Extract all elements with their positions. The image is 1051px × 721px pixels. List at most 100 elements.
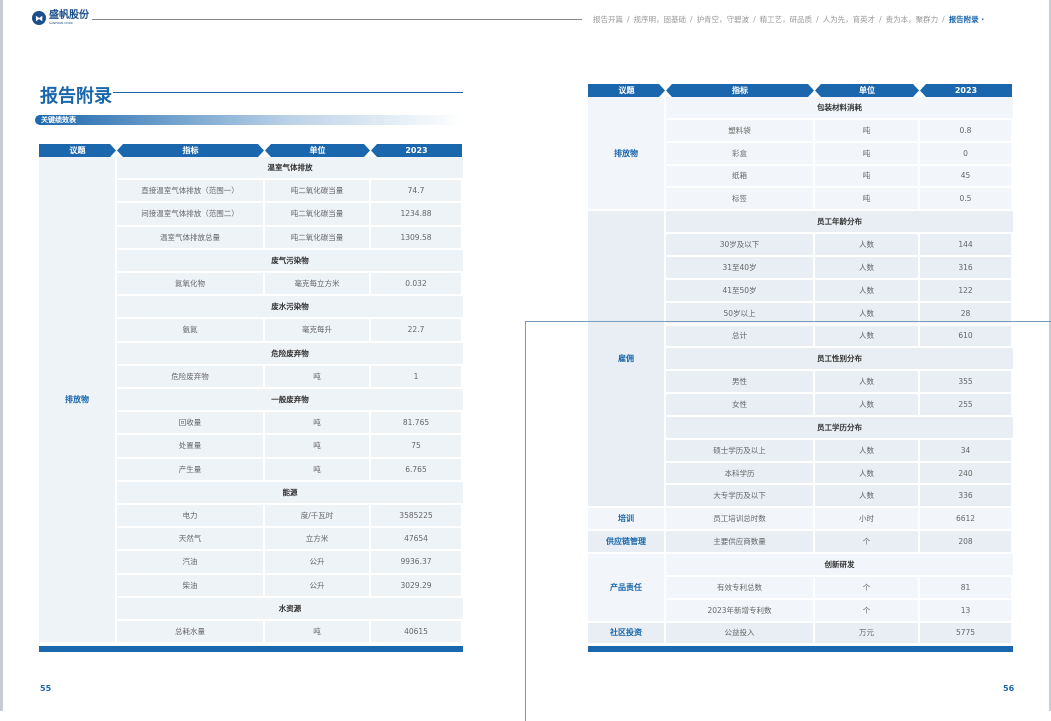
value-cell: 1 <box>371 365 461 387</box>
nav-item[interactable]: 人为先，育英才 <box>822 15 876 24</box>
indicator-cell: 男性 <box>666 371 813 393</box>
table-header-3: 2023 <box>371 144 462 157</box>
table-row: 30岁及以下 人数 144 <box>588 234 1013 257</box>
unit-cell: 吨 <box>265 621 369 643</box>
indicator-cell: 公益投入 <box>666 622 813 644</box>
table-row: 温室气体排放总量 吨二氧化碳当量 1309.58 <box>39 226 463 250</box>
table-row: 氨氮 毫克每升 22.7 <box>39 319 463 342</box>
table-row: 间接温室气体排放（范围二） 吨二氧化碳当量 1234.88 <box>39 203 463 226</box>
indicator-cell: 产生量 <box>117 458 263 480</box>
company-logo: ⧓ 盛帆股份 SANFRAN CORP. <box>32 11 89 25</box>
value-cell: 3585225 <box>371 505 461 527</box>
breadcrumb-nav: 报告开篇 / 规序明，固基础 / 护青空，守碧波 / 精工艺，研品质 / 人为先，育英才 / 责为本… <box>593 14 988 25</box>
indicator-cell: 处置量 <box>117 435 263 457</box>
value-cell: 208 <box>920 531 1011 552</box>
value-cell: 74.7 <box>371 180 461 202</box>
unit-cell: 人数 <box>815 394 918 415</box>
indicator-cell: 氨氮 <box>117 319 263 341</box>
topic-cell: 排放物 <box>588 97 664 210</box>
unit-cell: 人数 <box>815 371 918 393</box>
table-row: 员工培训总时数 小时 6612 <box>588 508 1013 531</box>
nav-item[interactable]: 责为本，聚群力 <box>885 15 939 24</box>
breadcrumb-separator: / <box>816 15 819 24</box>
unit-cell: 吨 <box>815 165 918 187</box>
group-title: 能源 <box>117 481 463 503</box>
unit-cell: 立方米 <box>265 528 369 550</box>
table-header-0: 议题 <box>39 144 116 157</box>
group-title: 水资源 <box>117 597 463 619</box>
table-row: 女性 人数 255 <box>588 394 1013 417</box>
value-cell: 81 <box>920 576 1011 598</box>
section-label: 关键绩效表 <box>35 115 463 125</box>
indicator-cell: 31至40岁 <box>666 256 813 278</box>
value-cell: 3029.29 <box>371 574 461 596</box>
value-cell: 255 <box>920 394 1011 415</box>
topic-cell: 产品责任 <box>588 554 664 621</box>
indicator-cell: 天然气 <box>117 528 263 550</box>
table-row: 汽油 公升 9936.37 <box>39 551 463 574</box>
unit-cell: 公升 <box>265 574 369 596</box>
value-cell: 34 <box>920 439 1011 461</box>
unit-cell: 毫克每立方米 <box>265 273 369 295</box>
page-number: 56 <box>1003 684 1015 693</box>
indicator-cell: 总计 <box>666 325 813 347</box>
table-row: 塑料袋吨 0.8 <box>588 119 1013 143</box>
value-cell: 40615 <box>371 621 461 643</box>
value-cell: 0.5 <box>920 188 1011 210</box>
value-cell: 1309.58 <box>371 226 461 248</box>
topic-cell: 社区投资 <box>588 622 664 644</box>
table-header-2: 单位 <box>265 144 370 157</box>
indicator-cell: 有效专利总数 <box>666 576 813 598</box>
unit-cell: 人数 <box>815 302 918 324</box>
table-header-1: 指标 <box>666 84 814 97</box>
unit-cell: 吨 <box>815 188 918 210</box>
page-edge <box>1049 0 1051 711</box>
table-row: 直接温室气体排放（范围一） 吨二氧化碳当量 74.7 <box>39 180 463 203</box>
nav-item[interactable]: 精工艺，研品质 <box>759 15 813 24</box>
unit-cell: 吨 <box>265 435 369 457</box>
unit-cell: 个 <box>815 531 918 552</box>
page-edge <box>0 0 3 711</box>
indicator-cell: 硕士学历及以上 <box>666 439 813 461</box>
unit-cell: 毫克每升 <box>265 319 369 341</box>
unit-cell: 个 <box>815 599 918 621</box>
indicator-cell: 50岁以上 <box>666 302 813 324</box>
indicator-cell: 温室气体排放总量 <box>117 226 263 248</box>
topic-cell: 排放物 <box>39 157 115 643</box>
nav-item[interactable]: 报告附录 · <box>948 15 985 24</box>
table-row: 公益投入 万元 5775 <box>588 622 1013 646</box>
table-row: 处置量吨 75 <box>39 435 463 458</box>
group-title: 创新研发 <box>666 554 1013 575</box>
breadcrumb-separator: / <box>942 15 945 24</box>
value-cell: 144 <box>920 234 1011 255</box>
table-row: 总计 人数 610 <box>588 325 1013 349</box>
nav-item[interactable]: 报告开篇 <box>593 15 623 24</box>
table-row: 柴油 公升 3029.29 <box>39 574 463 598</box>
nav-item[interactable]: 护青空，守碧波 <box>696 15 750 24</box>
breadcrumb-separator: / <box>690 15 693 24</box>
unit-cell: 吨 <box>265 458 369 480</box>
group-title: 温室气体排放 <box>117 157 463 179</box>
group-title: 员工性别分布 <box>666 348 1013 370</box>
group-title: 员工年龄分布 <box>666 211 1013 233</box>
footer-bar <box>39 646 463 652</box>
indicator-cell: 彩盒 <box>666 142 813 164</box>
table-row: 天然气 立方米 47654 <box>39 528 463 551</box>
group-title: 废气污染物 <box>117 249 463 271</box>
group-title: 危险废弃物 <box>117 342 463 364</box>
nav-item[interactable]: 规序明，固基础 <box>633 15 687 24</box>
value-cell: 1234.88 <box>371 203 461 225</box>
unit-cell: 人数 <box>815 256 918 278</box>
unit-cell: 吨二氧化碳当量 <box>265 180 369 202</box>
breadcrumb-separator: / <box>879 15 882 24</box>
table-row: 电力 度/千瓦时 3585225 <box>39 505 463 528</box>
table-row: 50岁以上 人数 28 <box>588 302 1013 326</box>
unit-cell: 人数 <box>815 439 918 461</box>
indicator-cell: 危险废弃物 <box>117 365 263 387</box>
indicator-cell: 大专学历及以下 <box>666 485 813 507</box>
table-row: 标签吨 0.5 <box>588 188 1013 211</box>
value-cell: 5775 <box>920 622 1011 644</box>
table-header-0: 议题 <box>588 84 665 97</box>
indicator-cell: 纸箱 <box>666 165 813 187</box>
unit-cell: 人数 <box>815 325 918 347</box>
